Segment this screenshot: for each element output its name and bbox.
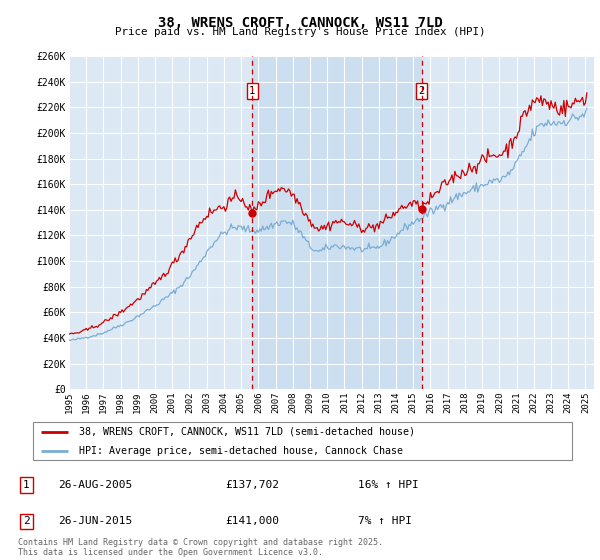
- Text: 16% ↑ HPI: 16% ↑ HPI: [358, 480, 418, 490]
- FancyBboxPatch shape: [33, 422, 572, 460]
- Text: 38, WRENS CROFT, CANNOCK, WS11 7LD (semi-detached house): 38, WRENS CROFT, CANNOCK, WS11 7LD (semi…: [79, 427, 415, 437]
- Text: Contains HM Land Registry data © Crown copyright and database right 2025.
This d: Contains HM Land Registry data © Crown c…: [18, 538, 383, 557]
- Text: 26-JUN-2015: 26-JUN-2015: [58, 516, 133, 526]
- Text: HPI: Average price, semi-detached house, Cannock Chase: HPI: Average price, semi-detached house,…: [79, 446, 403, 456]
- Bar: [253, 56, 422, 389]
- Text: 38, WRENS CROFT, CANNOCK, WS11 7LD: 38, WRENS CROFT, CANNOCK, WS11 7LD: [158, 16, 442, 30]
- Text: £141,000: £141,000: [225, 516, 279, 526]
- Text: 2: 2: [23, 516, 30, 526]
- Text: 2: 2: [418, 86, 425, 96]
- Text: Price paid vs. HM Land Registry's House Price Index (HPI): Price paid vs. HM Land Registry's House …: [115, 27, 485, 37]
- Text: £137,702: £137,702: [225, 480, 279, 490]
- Text: 7% ↑ HPI: 7% ↑ HPI: [358, 516, 412, 526]
- Text: 1: 1: [249, 86, 256, 96]
- Text: 26-AUG-2005: 26-AUG-2005: [58, 480, 133, 490]
- Text: 1: 1: [23, 480, 30, 490]
